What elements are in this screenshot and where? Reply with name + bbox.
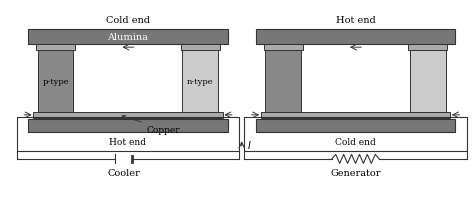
Bar [181, 45, 220, 51]
Bar [410, 45, 446, 112]
Text: $I$: $I$ [247, 138, 252, 150]
Bar [17, 118, 239, 151]
Bar [256, 119, 455, 133]
Bar [36, 45, 75, 51]
Bar [265, 45, 301, 112]
Bar [28, 119, 228, 133]
Bar [408, 45, 447, 51]
Text: Generator: Generator [330, 168, 381, 177]
Text: Alumina: Alumina [108, 33, 148, 42]
Bar [182, 45, 218, 112]
Text: n-type: n-type [187, 78, 214, 86]
Bar [244, 118, 467, 151]
Bar [261, 112, 450, 118]
Bar [256, 30, 455, 45]
Text: Cooler: Cooler [107, 168, 140, 177]
Bar [264, 45, 303, 51]
Text: p-type: p-type [42, 78, 69, 86]
Text: Hot end: Hot end [109, 137, 146, 146]
Bar [38, 45, 73, 112]
Bar [33, 112, 223, 118]
Text: Copper: Copper [122, 116, 181, 134]
Bar [28, 30, 228, 45]
Text: Cold end: Cold end [335, 137, 376, 146]
Text: Cold end: Cold end [106, 16, 150, 24]
Text: Hot end: Hot end [336, 16, 375, 24]
